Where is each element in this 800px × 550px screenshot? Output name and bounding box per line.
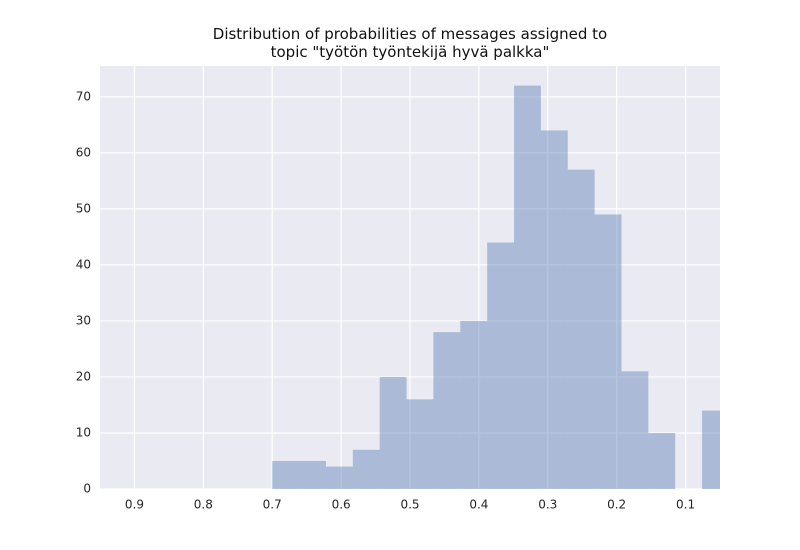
x-tick-label: 0.4 — [469, 498, 488, 512]
y-tick-label: 70 — [76, 89, 91, 103]
bar — [648, 432, 676, 489]
bars — [272, 85, 720, 489]
y-tick-label: 40 — [76, 257, 91, 271]
x-tick-label: 0.8 — [194, 498, 213, 512]
bar — [379, 376, 407, 489]
bar — [702, 410, 720, 489]
x-tick-label: 0.5 — [400, 498, 419, 512]
bar — [325, 466, 353, 489]
bar — [594, 214, 622, 489]
x-tick-label: 0.9 — [125, 498, 144, 512]
bar — [567, 169, 595, 489]
x-tick-label: 0.2 — [607, 498, 626, 512]
x-tick-label: 0.1 — [676, 498, 695, 512]
y-tick-label: 10 — [76, 425, 91, 439]
bar — [299, 460, 326, 489]
bar — [460, 320, 488, 489]
x-tick-label: 0.7 — [263, 498, 282, 512]
y-tick-label: 30 — [76, 313, 91, 327]
y-tick-label: 50 — [76, 201, 91, 215]
bar — [621, 371, 649, 489]
bar — [272, 460, 300, 489]
bar — [352, 449, 380, 489]
y-tick-label: 20 — [76, 369, 91, 383]
chart-title-text: Distribution of probabilities of message… — [213, 25, 607, 61]
x-tick-label: 0.6 — [332, 498, 351, 512]
y-tick-label: 60 — [76, 145, 91, 159]
bar — [406, 399, 434, 489]
x-tick-label: 0.3 — [538, 498, 557, 512]
chart-title: Distribution of probabilities of message… — [213, 25, 607, 61]
bar — [433, 332, 461, 489]
y-tick-label: 0 — [83, 482, 91, 496]
bar — [487, 242, 515, 489]
bar — [514, 85, 541, 489]
bar — [540, 130, 568, 489]
